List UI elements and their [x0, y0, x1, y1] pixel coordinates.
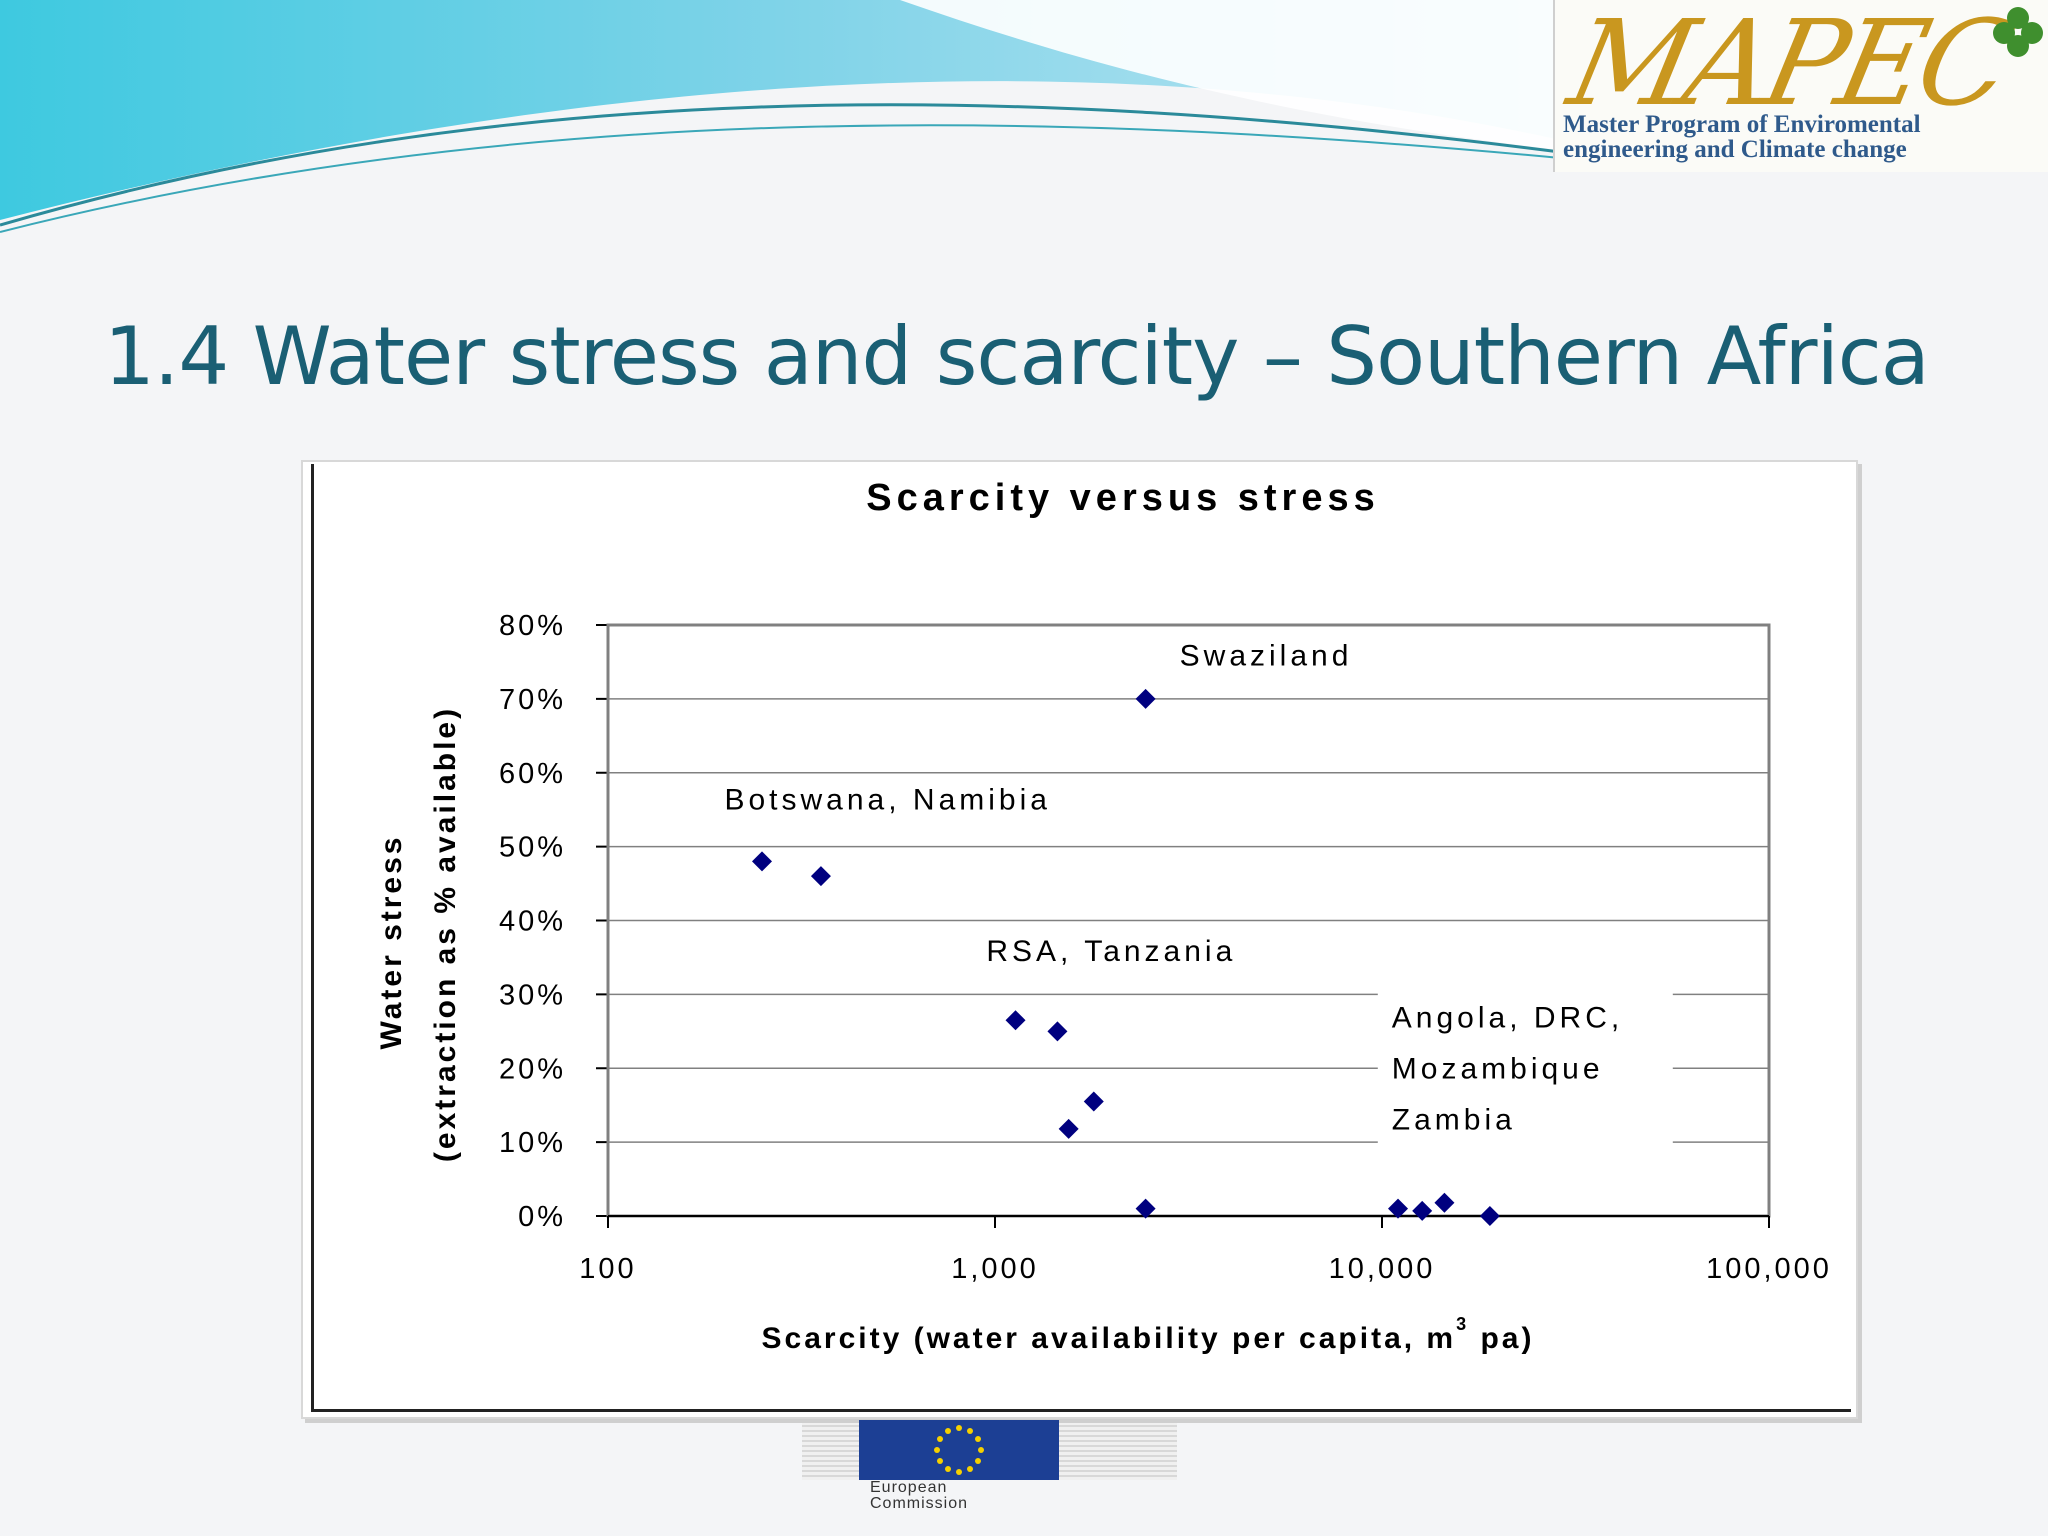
logo-subtitle-line2: engineering and Climate change	[1563, 136, 1907, 163]
y-tick-label: 20%	[499, 1053, 566, 1085]
eu-flag-icon	[859, 1420, 1059, 1480]
y-tick-label: 10%	[499, 1127, 566, 1159]
annotation-label: RSA, Tanzania	[986, 935, 1236, 968]
annotation-label: Angola, DRC,	[1392, 1002, 1623, 1035]
x-axis-label: Scarcity (water availability per capita,…	[762, 1314, 1535, 1355]
x-axis-label-text: Scarcity (water availability per capita,…	[762, 1322, 1457, 1355]
mapec-logo: MAPEC Master Program of Enviromental eng…	[1553, 0, 2048, 172]
y-axis-label-line1: Water stress	[375, 835, 408, 1050]
chart-border	[311, 464, 1851, 1412]
data-point	[1047, 1021, 1068, 1042]
data-point	[1388, 1198, 1409, 1219]
x-tick-label: 100	[579, 1253, 636, 1285]
annotation-background	[1377, 991, 1673, 1157]
slide-title: 1.4 Water stress and scarcity – Southern…	[104, 310, 1930, 403]
x-tick-label: 1,000	[951, 1253, 1039, 1285]
data-point	[1479, 1206, 1500, 1226]
logo-subtitle-line1: Master Program of Enviromental	[1563, 111, 1921, 138]
y-tick-label: 50%	[499, 832, 566, 864]
data-point	[1135, 1198, 1156, 1219]
chart-title: Scarcity versus stress	[866, 477, 1380, 519]
x-axis-label-superscript: 3	[1456, 1314, 1469, 1334]
x-tick-label: 10,000	[1329, 1253, 1436, 1285]
annotation-label: Botswana, Namibia	[724, 784, 1050, 817]
data-point	[1412, 1200, 1433, 1221]
data-point	[1058, 1118, 1079, 1139]
y-tick-label: 30%	[499, 979, 566, 1011]
plot-area: 0% 10% 20% 30% 40% 50% 60% 70% 80% 100 1,000 10,000…	[499, 610, 1832, 1285]
y-tick-label: 0%	[518, 1201, 566, 1233]
european-commission-logo: European Commission	[802, 1420, 1177, 1536]
data-point	[810, 866, 831, 887]
y-axis-label-line2: (extraction as % available)	[429, 706, 462, 1162]
y-tick-label: 40%	[499, 906, 566, 938]
annotation-label: Swaziland	[1180, 640, 1353, 673]
data-point	[1135, 688, 1156, 709]
y-tick-label: 70%	[499, 684, 566, 716]
chart-frame: Scarcity versus stress Water stress (ext…	[301, 460, 1858, 1419]
data-point	[1083, 1091, 1104, 1112]
y-tick-label: 80%	[499, 610, 566, 642]
logo-subtitle: Master Program of Enviromental engineeri…	[1563, 112, 2043, 162]
x-axis-label-suffix: pa)	[1469, 1322, 1534, 1355]
data-point	[1434, 1192, 1455, 1213]
eu-caption-line2: Commission	[870, 1495, 969, 1512]
y-axis-label: Water stress (extraction as % available)	[375, 706, 462, 1162]
annotation-label: Mozambique	[1392, 1053, 1604, 1086]
clover-icon	[1993, 7, 2043, 57]
annotation-label: Zambia	[1392, 1104, 1516, 1137]
scatter-chart: Scarcity versus stress Water stress (ext…	[375, 477, 1832, 1355]
y-tick-label: 60%	[499, 758, 566, 790]
header-swoosh	[0, 0, 1560, 233]
data-point	[1005, 1010, 1026, 1031]
eu-stars-icon	[934, 1425, 984, 1475]
eu-caption: European Commission	[870, 1480, 968, 1512]
eu-caption-line1: European	[870, 1479, 948, 1496]
data-point	[752, 851, 773, 872]
x-tick-label: 100,000	[1706, 1253, 1832, 1285]
